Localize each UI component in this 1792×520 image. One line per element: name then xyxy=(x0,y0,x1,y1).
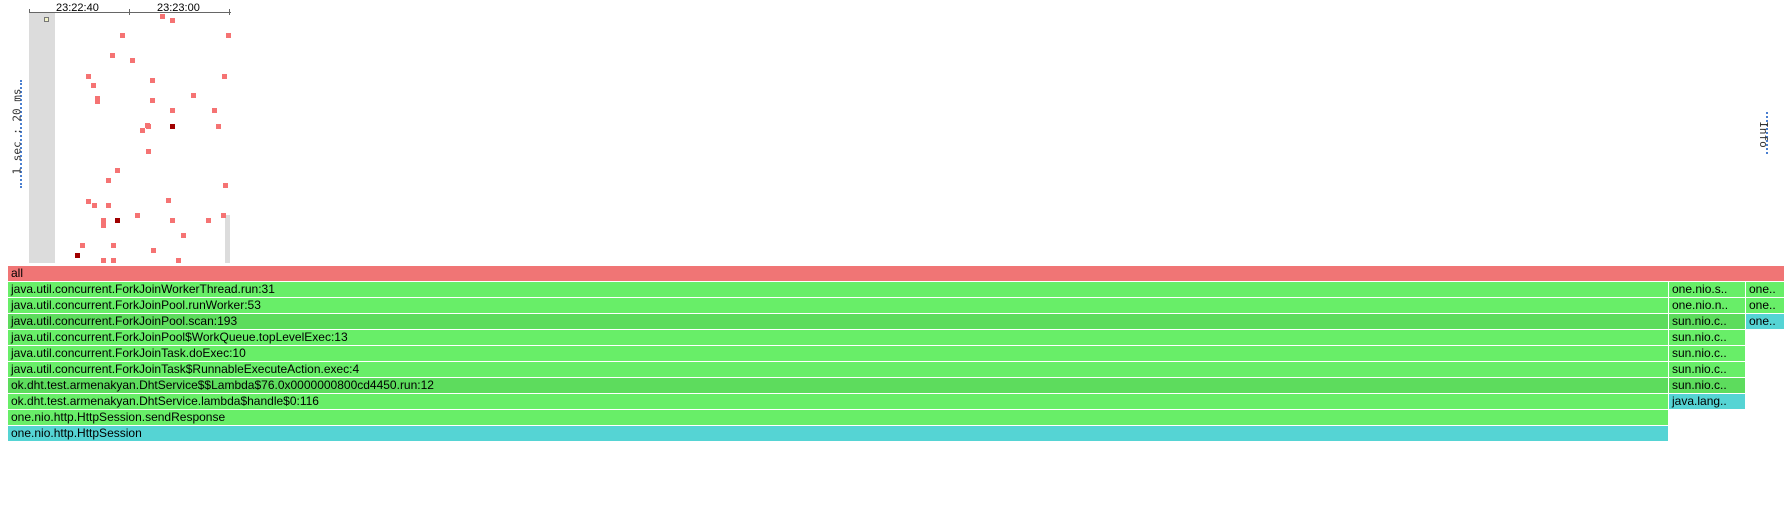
frame-do-exec[interactable]: java.util.concurrent.ForkJoinTask.doExec… xyxy=(8,346,1668,361)
frame-r1-a[interactable]: one.nio.s.. xyxy=(1669,282,1745,297)
frame-r7-a[interactable]: sun.nio.c.. xyxy=(1669,378,1745,393)
heatmap-cell[interactable] xyxy=(223,183,228,188)
heatmap-cell[interactable] xyxy=(115,168,120,173)
heatmap-cell-hot[interactable] xyxy=(170,124,175,129)
heatmap-cell[interactable] xyxy=(106,203,111,208)
heatmap-cell[interactable] xyxy=(92,203,97,208)
frame-r1-b[interactable]: one.. xyxy=(1746,282,1784,297)
time-label-1: 23:22:40 xyxy=(56,2,99,14)
frame-r5-a[interactable]: sun.nio.c.. xyxy=(1669,346,1745,361)
selection-band[interactable] xyxy=(29,13,55,263)
frame-run-worker[interactable]: java.util.concurrent.ForkJoinPool.runWor… xyxy=(8,298,1668,313)
frame-r4-a[interactable]: sun.nio.c.. xyxy=(1669,330,1745,345)
heatmap-cell[interactable] xyxy=(146,149,151,154)
heatmap-cell[interactable] xyxy=(151,248,156,253)
heatmap-cell[interactable] xyxy=(111,258,116,263)
heatmap-cell[interactable] xyxy=(170,108,175,113)
heatmap-cell[interactable] xyxy=(86,199,91,204)
info-label[interactable]: Info xyxy=(1756,121,1770,148)
heatmap-cell[interactable] xyxy=(130,58,135,63)
heatmap-cell[interactable] xyxy=(146,124,151,129)
heatmap-cell[interactable] xyxy=(91,83,96,88)
heatmap-cell[interactable] xyxy=(80,243,85,248)
info-indicator xyxy=(1766,112,1768,154)
y-scale-indicator xyxy=(20,80,22,188)
frame-r3-a[interactable]: sun.nio.c.. xyxy=(1669,314,1745,329)
heatmap-cell[interactable] xyxy=(206,218,211,223)
frame-scan[interactable]: java.util.concurrent.ForkJoinPool.scan:1… xyxy=(8,314,1668,329)
heatmap-cell[interactable] xyxy=(95,96,100,101)
frame-lambda-run[interactable]: ok.dht.test.armenakyan.DhtService$$Lambd… xyxy=(8,378,1668,393)
heatmap-cell[interactable] xyxy=(176,258,181,263)
frame-r8-a[interactable]: java.lang.. xyxy=(1669,394,1745,409)
heatmap-cell[interactable] xyxy=(160,14,165,19)
frame-all[interactable]: all xyxy=(8,266,1784,281)
heatmap-cell[interactable] xyxy=(150,98,155,103)
heatmap-cell[interactable] xyxy=(140,128,145,133)
heatmap-cell[interactable] xyxy=(170,18,175,23)
heatmap-cell[interactable] xyxy=(101,258,106,263)
time-axis xyxy=(29,12,231,13)
selection-handle[interactable] xyxy=(44,17,49,22)
time-tick xyxy=(129,9,130,15)
time-label-2: 23:23:00 xyxy=(157,2,200,14)
heatmap-cell[interactable] xyxy=(101,223,106,228)
heatmap-cell[interactable] xyxy=(166,198,171,203)
frame-http-session[interactable]: one.nio.http.HttpSession xyxy=(8,426,1668,441)
frame-send-response[interactable]: one.nio.http.HttpSession.sendResponse xyxy=(8,410,1668,425)
heatmap-cell-hot[interactable] xyxy=(75,253,80,258)
y-scale-label: 1 sec : 20 ms xyxy=(10,88,24,175)
heatmap-cell[interactable] xyxy=(120,33,125,38)
heatmap-cell[interactable] xyxy=(170,218,175,223)
heatmap-cell-hot[interactable] xyxy=(115,218,120,223)
frame-runnable-exec[interactable]: java.util.concurrent.ForkJoinTask$Runnab… xyxy=(8,362,1668,377)
sampling-heatmap[interactable]: 23:22:40 23:23:00 1 sec : 20 ms xyxy=(0,0,240,265)
heatmap-cell[interactable] xyxy=(101,218,106,223)
heatmap-cell[interactable] xyxy=(111,243,116,248)
frame-worker-thread[interactable]: java.util.concurrent.ForkJoinWorkerThrea… xyxy=(8,282,1668,297)
heatmap-cell[interactable] xyxy=(110,53,115,58)
frame-r2-a[interactable]: one.nio.n.. xyxy=(1669,298,1745,313)
heatmap-cell[interactable] xyxy=(106,178,111,183)
heatmap-cell[interactable] xyxy=(216,124,221,129)
frame-top-level-exec[interactable]: java.util.concurrent.ForkJoinPool$WorkQu… xyxy=(8,330,1668,345)
heatmap-cell[interactable] xyxy=(135,213,140,218)
heatmap-cell[interactable] xyxy=(86,74,91,79)
frame-r3-b[interactable]: one.. xyxy=(1746,314,1784,329)
frame-r2-b[interactable]: one.. xyxy=(1746,298,1784,313)
time-tick xyxy=(29,9,30,15)
frame-lambda-handle[interactable]: ok.dht.test.armenakyan.DhtService.lambda… xyxy=(8,394,1668,409)
heatmap-cell[interactable] xyxy=(150,78,155,83)
heatmap-cell[interactable] xyxy=(226,33,231,38)
heatmap-cell[interactable] xyxy=(181,233,186,238)
heatmap-cell[interactable] xyxy=(221,213,226,218)
heatmap-cell[interactable] xyxy=(222,74,227,79)
frame-r6-a[interactable]: sun.nio.c.. xyxy=(1669,362,1745,377)
heatmap-cell[interactable] xyxy=(95,99,100,104)
heatmap-cell[interactable] xyxy=(212,108,217,113)
heatmap-cell[interactable] xyxy=(191,93,196,98)
time-tick xyxy=(229,9,230,15)
selection-band-end[interactable] xyxy=(225,215,230,263)
